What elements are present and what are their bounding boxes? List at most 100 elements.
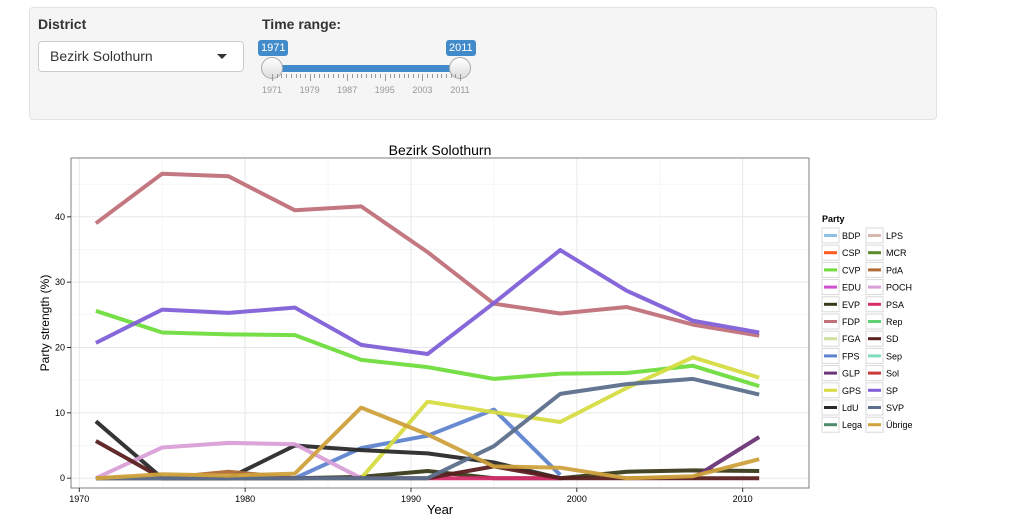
slider-tick (375, 74, 377, 78)
slider-tick-label: 1995 (374, 85, 395, 95)
x-axis-label: Year (427, 502, 454, 514)
plot-frame (70, 157, 810, 489)
slider-tick-label: 1979 (299, 85, 320, 95)
x-tick-label: 2010 (733, 494, 753, 504)
legend-label: FGA (842, 334, 861, 344)
district-label: District (38, 16, 87, 32)
slider-tick-label: 2003 (412, 85, 433, 95)
legend-label: Rep (886, 317, 903, 327)
x-tick-label: 1980 (235, 494, 255, 504)
slider-tick (309, 74, 311, 81)
slider-tick-label: 2011 (450, 85, 470, 95)
slider-tick (436, 74, 438, 78)
legend-label: Sol (886, 369, 899, 379)
series-line-svp (95, 376, 760, 481)
time-range-slider[interactable]: 1971 2011 1971 1979 1987 1995 2003 2011 (258, 38, 482, 118)
slider-tick (314, 74, 316, 78)
legend-label: Lega (842, 420, 862, 430)
slider-tick (366, 74, 367, 78)
slider-tick (304, 74, 306, 78)
legend-label: FPS (842, 351, 860, 361)
time-range-label: Time range: (262, 16, 342, 32)
chevron-down-icon (217, 54, 227, 59)
y-tick-label: 20 (55, 343, 65, 353)
legend-label: BDP (842, 231, 861, 241)
slider-tick (389, 74, 391, 78)
slider-tick-label: 1987 (337, 85, 358, 95)
x-tick-label: 1990 (401, 494, 421, 504)
x-tick-label: 1970 (69, 494, 89, 504)
slider-tick (417, 74, 419, 78)
slider-tick (295, 74, 297, 78)
legend-label: SVP (886, 403, 904, 413)
slider-tick (347, 74, 349, 81)
slider-tick (361, 74, 363, 78)
legend-label: PdA (886, 265, 903, 275)
y-tick-label: 30 (55, 277, 65, 287)
x-tick-label: 2000 (567, 494, 587, 504)
slider-selected-range (272, 65, 460, 72)
series-line-übrige (95, 405, 760, 481)
series-line-gps (359, 355, 760, 480)
slider-tick (272, 74, 273, 81)
slider-tick (408, 74, 410, 78)
series-line-cvp (95, 308, 760, 389)
slider-tick (394, 74, 396, 78)
series-line-poch (95, 440, 363, 481)
legend-label: SD (886, 334, 899, 344)
legend-label: LdU (842, 403, 859, 413)
slider-tick (290, 74, 292, 78)
chart-lines (94, 171, 761, 481)
slider-tick (380, 74, 382, 78)
slider-tick (384, 74, 386, 81)
controls-panel: District Bezirk Solothurn Time range: 19… (29, 7, 937, 120)
slider-tick (431, 74, 433, 78)
legend-label: SP (886, 386, 898, 396)
slider-tick-label: 1971 (261, 85, 283, 95)
chart-axes: 1970 1980 1990 2000 2010 0 10 20 30 40 (55, 212, 753, 504)
slider-tick (351, 74, 353, 78)
series-line-fdp (94, 171, 760, 338)
slider-tick (398, 74, 400, 78)
y-axis-label: Party strength (%) (38, 275, 52, 372)
slider-tick (323, 74, 325, 78)
slider-tick (441, 74, 443, 78)
slider-tick (333, 74, 335, 78)
legend-label: GLP (842, 369, 860, 379)
slider-ticks (272, 74, 461, 82)
legend-label: POCH (886, 283, 912, 293)
slider-tick (445, 74, 447, 78)
legend-label: MCR (886, 248, 907, 258)
slider-tick (337, 74, 339, 78)
slider-tick (403, 74, 405, 78)
district-select-value: Bezirk Solothurn (50, 48, 153, 64)
slider-tick (460, 74, 461, 81)
chart-legend: Party BDP CSP CVP EDU EVP FDP FGA FPS GLP GPS LdU L… (821, 214, 913, 433)
legend-label: FDP (842, 317, 860, 327)
chart-title: Bezirk Solothurn (389, 142, 492, 158)
legend-label: Übrige (886, 420, 913, 430)
legend-label: CVP (842, 265, 861, 275)
district-select[interactable]: Bezirk Solothurn (38, 41, 244, 72)
legend-label: GPS (842, 386, 861, 396)
slider-tick (427, 74, 429, 78)
series-line-sp (95, 248, 760, 356)
slider-tick (276, 74, 278, 78)
slider-tick (300, 74, 302, 78)
slider-tick (356, 74, 358, 78)
slider-tick (422, 74, 424, 81)
slider-tick (413, 74, 414, 78)
y-tick-label: 40 (55, 212, 65, 222)
legend-label: PSA (886, 300, 904, 310)
slider-tick (342, 74, 344, 78)
y-tick-label: 10 (55, 408, 65, 418)
slider-tick (328, 74, 330, 78)
slider-to-tag: 2011 (446, 40, 476, 56)
slider-tick (455, 74, 457, 78)
slider-tick (450, 74, 452, 78)
legend-label: EDU (842, 283, 861, 293)
legend-label: LPS (886, 231, 903, 241)
y-tick-label: 0 (60, 473, 65, 483)
legend-label: Sep (886, 351, 902, 361)
